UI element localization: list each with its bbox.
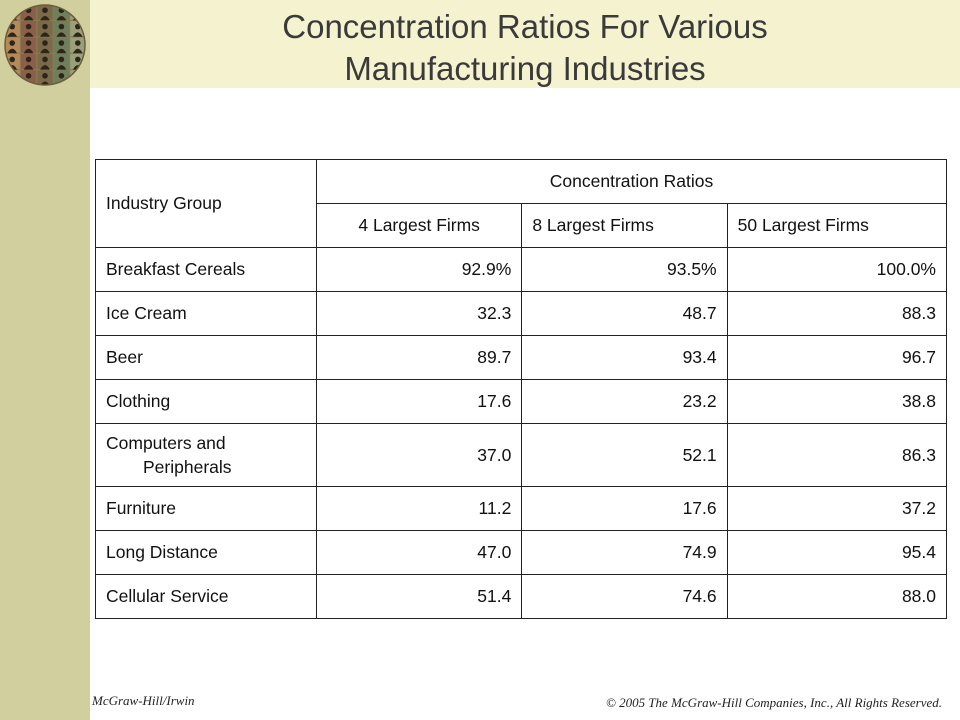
table-row: Furniture 11.2 17.6 37.2 bbox=[95, 486, 948, 531]
value-50: 95.4 bbox=[726, 530, 948, 575]
page-title: Concentration Ratios For Various Manufac… bbox=[75, 6, 960, 90]
industry-cell: Beer bbox=[95, 335, 317, 380]
industry-line-1: Computers and bbox=[106, 433, 226, 453]
value-50: 88.3 bbox=[726, 291, 948, 336]
value-4: 11.2 bbox=[315, 486, 523, 531]
value-50: 38.8 bbox=[726, 379, 948, 424]
table-header-row: Industry Group Concentration Ratios bbox=[95, 159, 947, 248]
value-8: 93.5% bbox=[521, 247, 728, 292]
value-8: 52.1 bbox=[521, 423, 728, 487]
value-4: 47.0 bbox=[315, 530, 523, 575]
value-4: 51.4 bbox=[315, 574, 523, 619]
value-50: 96.7 bbox=[726, 335, 948, 380]
people-grid-globe-logo bbox=[4, 4, 86, 86]
table-row: Clothing 17.6 23.2 38.8 bbox=[95, 379, 948, 424]
value-4: 17.6 bbox=[315, 379, 523, 424]
industry-cell: Ice Cream bbox=[95, 291, 317, 336]
value-8: 48.7 bbox=[521, 291, 728, 336]
industry-cell: Computers and Peripherals bbox=[95, 423, 317, 487]
value-8: 23.2 bbox=[521, 379, 728, 424]
value-8: 17.6 bbox=[521, 486, 728, 531]
value-50: 37.2 bbox=[726, 486, 948, 531]
table-row: Computers and Peripherals 37.0 52.1 86.3 bbox=[95, 423, 948, 487]
header-8-largest: 8 Largest Firms bbox=[521, 203, 728, 248]
value-4: 92.9% bbox=[315, 247, 523, 292]
value-8: 74.6 bbox=[521, 574, 728, 619]
footer-copyright: © 2005 The McGraw-Hill Companies, Inc., … bbox=[605, 695, 942, 710]
header-50-largest: 50 Largest Firms bbox=[726, 203, 948, 248]
value-4: 89.7 bbox=[315, 335, 523, 380]
table-row: Cellular Service 51.4 74.6 88.0 bbox=[95, 574, 948, 619]
title-line-2: Manufacturing Industries bbox=[344, 50, 706, 87]
value-4: 32.3 bbox=[315, 291, 523, 336]
title-band bbox=[90, 0, 960, 88]
footer-publisher: McGraw-Hill/Irwin bbox=[92, 693, 195, 708]
header-concentration-ratios: Concentration Ratios bbox=[316, 159, 947, 204]
header-industry-group: Industry Group bbox=[95, 159, 317, 248]
industry-cell: Breakfast Cereals bbox=[95, 247, 317, 292]
industry-cell: Furniture bbox=[95, 486, 317, 531]
title-line-1: Concentration Ratios For Various bbox=[282, 8, 768, 45]
industry-line-2: Peripherals bbox=[143, 457, 232, 477]
table-row: Breakfast Cereals 92.9% 93.5% 100.0% bbox=[95, 247, 948, 292]
table-row: Beer 89.7 93.4 96.7 bbox=[95, 335, 948, 380]
value-4: 37.0 bbox=[315, 423, 523, 487]
industry-cell: Cellular Service bbox=[95, 574, 317, 619]
left-decorative-band bbox=[0, 0, 90, 720]
value-8: 93.4 bbox=[521, 335, 728, 380]
table-row: Ice Cream 32.3 48.7 88.3 bbox=[95, 291, 948, 336]
industry-cell: Long Distance bbox=[95, 530, 317, 575]
value-50: 100.0% bbox=[726, 247, 948, 292]
value-50: 86.3 bbox=[726, 423, 948, 487]
industry-cell: Clothing bbox=[95, 379, 317, 424]
header-4-largest: 4 Largest Firms bbox=[315, 203, 523, 248]
value-8: 74.9 bbox=[521, 530, 728, 575]
table-subheader-row: 4 Largest Firms 8 Largest Firms 50 Large… bbox=[96, 203, 948, 248]
value-50: 88.0 bbox=[726, 574, 948, 619]
concentration-ratios-table: Industry Group Concentration Ratios 4 La… bbox=[95, 159, 948, 619]
table-row: Long Distance 47.0 74.9 95.4 bbox=[95, 530, 948, 575]
